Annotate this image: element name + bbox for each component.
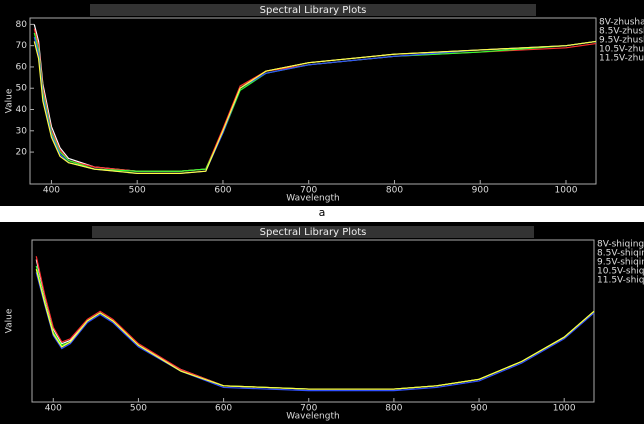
y-tick-label: 40 xyxy=(16,105,28,115)
legend-entry: 8.5V-shiqing1 xyxy=(597,249,644,259)
x-tick-label: 800 xyxy=(386,186,403,196)
plot-frame xyxy=(29,17,597,185)
y-tick-label: 30 xyxy=(16,126,28,136)
legend-entry: 8.5V-zhusha xyxy=(599,27,644,37)
y-tick-label: 60 xyxy=(16,62,28,72)
x-tick-label: 400 xyxy=(43,186,60,196)
x-axis-label: Wavelength xyxy=(286,412,339,422)
title-bar xyxy=(90,4,536,16)
panel-b xyxy=(0,222,644,424)
legend-entry: 11.5V-shiqing1 xyxy=(597,276,644,286)
legend-entry: 8V-shiqing1 xyxy=(597,240,644,250)
x-axis-label: Wavelength xyxy=(286,194,339,204)
x-tick-label: 500 xyxy=(130,404,147,414)
x-tick-label: 700 xyxy=(300,404,317,414)
legend-entry: 9.5V-shiqing1 xyxy=(597,258,644,268)
x-tick-label: 900 xyxy=(472,186,489,196)
x-tick-label: 500 xyxy=(129,186,146,196)
x-tick-label: 400 xyxy=(45,404,62,414)
figure-label: a xyxy=(319,206,326,219)
y-tick-label: 70 xyxy=(16,41,28,51)
plot-frame xyxy=(31,239,595,403)
series-line xyxy=(35,269,595,390)
legend-entry: 8V-zhusha xyxy=(599,18,644,28)
legend-entry: 10.5V-shiqing1 xyxy=(597,267,644,277)
x-tick-label: 600 xyxy=(214,186,231,196)
y-tick-label: 80 xyxy=(16,20,28,30)
y-tick-label: 20 xyxy=(16,148,28,158)
x-tick-label: 1000 xyxy=(553,404,576,414)
x-tick-label: 600 xyxy=(215,404,232,414)
y-tick-label: 50 xyxy=(16,84,28,94)
y-axis-label: Value xyxy=(5,308,15,333)
chart-title: Spectral Library Plots xyxy=(260,227,367,238)
x-tick-label: 700 xyxy=(300,186,317,196)
panel-a xyxy=(0,0,644,206)
y-axis-label: Value xyxy=(5,88,15,113)
x-tick-label: 1000 xyxy=(555,186,578,196)
title-bar xyxy=(92,226,534,238)
x-tick-label: 800 xyxy=(385,404,402,414)
chart-title: Spectral Library Plots xyxy=(260,5,367,16)
series-line xyxy=(33,40,597,174)
series-line xyxy=(35,272,595,392)
x-tick-label: 900 xyxy=(470,404,487,414)
legend-entry: 11.5V-zhusha xyxy=(599,54,644,64)
legend-entry: 10.5V-zhusha xyxy=(599,45,644,55)
legend-entry: 9.5V-zhusha xyxy=(599,36,644,46)
